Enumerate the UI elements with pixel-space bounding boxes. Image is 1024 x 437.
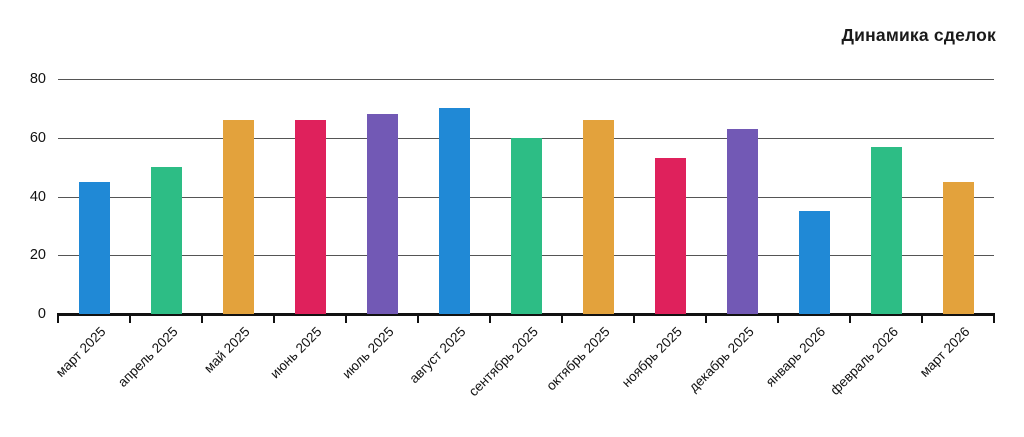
x-axis-tick [345,313,347,323]
x-axis-tick [561,313,563,323]
bar-февраль-2026[interactable] [870,147,902,314]
bar-ноябрь-2025[interactable] [654,158,686,314]
x-axis-tick [489,313,491,323]
bar-октябрь-2025[interactable] [582,120,614,314]
x-axis-tick [921,313,923,323]
x-axis-category-label: май 2025 [200,324,253,376]
y-axis-tick-label: 40 [29,188,46,205]
chart-title: Динамика сделок [841,25,996,45]
x-axis-category-label: август 2025 [406,324,469,387]
bar-март-2026[interactable] [942,182,974,314]
x-axis-tick [417,313,419,323]
bar-август-2025[interactable] [438,108,470,314]
x-axis-tick [273,313,275,323]
x-axis-category-label: январь 2026 [763,324,829,390]
x-axis-tick [57,313,59,323]
bar-сентябрь-2025[interactable] [510,138,542,314]
x-axis-tick [849,313,851,323]
bar-апрель-2025[interactable] [150,167,182,314]
x-axis-line [58,313,994,316]
bar-июль-2025[interactable] [366,114,398,314]
bar-май-2025[interactable] [222,120,254,314]
bar-январь-2026[interactable] [798,211,830,314]
x-axis-tick [777,313,779,323]
x-axis-category-label: март 2025 [52,324,109,380]
x-axis-category-label: март 2026 [916,324,973,380]
y-axis-tick-label: 0 [37,306,46,322]
bar-декабрь-2025[interactable] [726,129,758,314]
y-axis-tick-label: 80 [29,71,46,87]
x-axis-category-label: октябрь 2025 [543,324,613,394]
bar-июнь-2025[interactable] [294,120,326,314]
x-axis-category-label: апрель 2025 [114,324,181,390]
x-axis-category-label: сентябрь 2025 [465,324,541,400]
x-axis-category-label: ноябрь 2025 [618,324,685,391]
x-axis-category-label: февраль 2026 [826,324,901,398]
x-axis-tick [993,313,995,323]
x-axis-category-label: декабрь 2025 [685,324,757,395]
x-axis-tick [129,313,131,323]
x-axis-category-label: июль 2025 [339,324,397,382]
x-axis-category-label: июнь 2025 [267,324,325,382]
bar-март-2025[interactable] [78,182,110,314]
y-axis-tick-label: 20 [29,247,46,264]
x-axis-tick [201,313,203,323]
gridline-80 [58,79,994,80]
x-axis-tick [633,313,635,323]
y-axis-tick-label: 60 [29,129,46,146]
x-axis-tick [705,313,707,323]
